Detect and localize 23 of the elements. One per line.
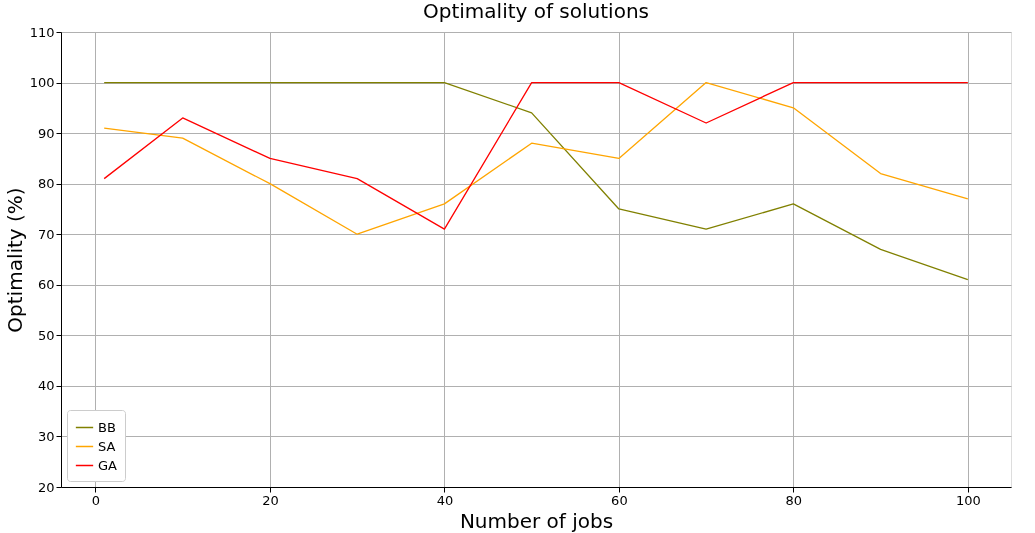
y-tick-label: 40 [37, 378, 55, 394]
x-axis-title: Number of jobs [459, 508, 614, 533]
y-tick-label: 110 [29, 24, 55, 40]
y-tick-label: 80 [37, 176, 55, 192]
y-tick-label: 50 [37, 327, 55, 343]
y-tick-label: 20 [37, 479, 55, 495]
x-tick-label: 20 [262, 492, 279, 508]
y-axis-title: Optimality (%) [2, 187, 27, 333]
y-tick-label: 90 [37, 125, 55, 141]
x-tick-label: 0 [91, 492, 101, 508]
chart-title: Optimality of solutions [423, 0, 649, 23]
y-tick-label: 70 [37, 226, 55, 242]
x-tick-label: 80 [785, 492, 803, 508]
y-tick-label: 30 [37, 428, 55, 444]
legend-label: BB [98, 419, 116, 435]
y-tick-label: 60 [37, 277, 55, 293]
x-tick-label: 60 [611, 492, 628, 508]
legend-label: GA [98, 457, 118, 473]
x-tick-label: 100 [955, 492, 981, 508]
y-tick-label: 100 [29, 75, 55, 91]
legend-label: SA [98, 438, 116, 454]
line-series [103, 81, 969, 281]
x-tick-label: 40 [436, 492, 454, 508]
